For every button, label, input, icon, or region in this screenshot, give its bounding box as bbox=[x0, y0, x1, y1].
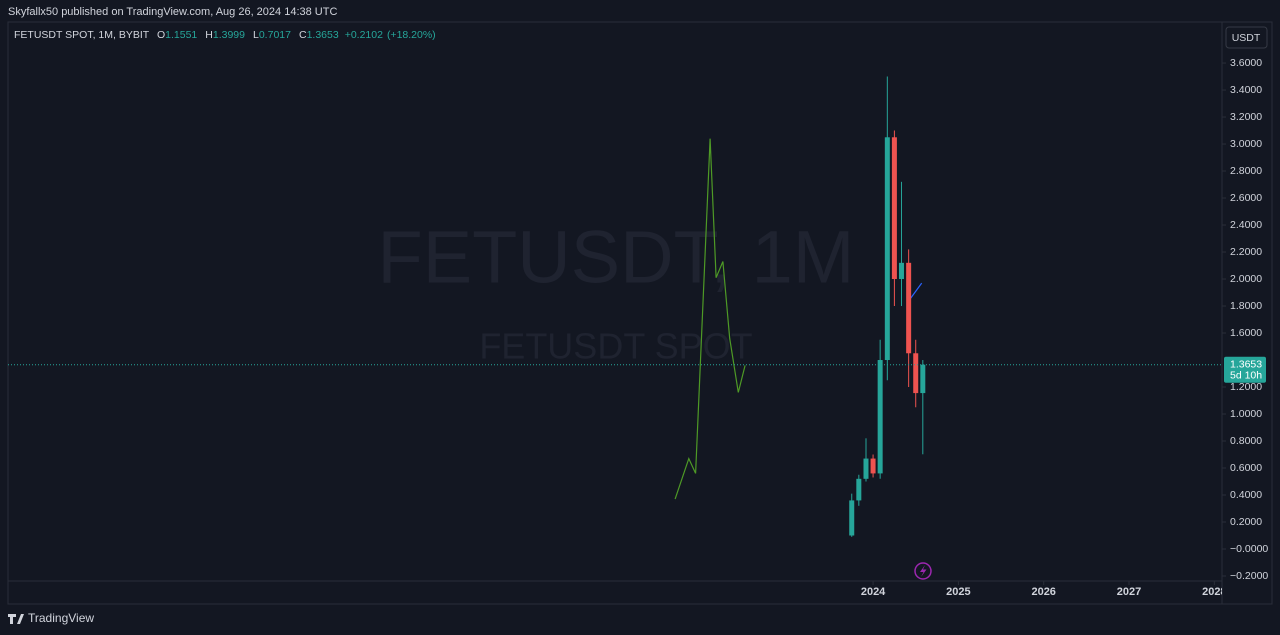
y-tick-label: 3.6000 bbox=[1230, 57, 1262, 69]
last-price-tag bbox=[1224, 356, 1266, 383]
y-tick-label: 0.6000 bbox=[1230, 462, 1262, 474]
x-tick-label: 2025 bbox=[946, 586, 970, 598]
y-tick-label: 1.8000 bbox=[1230, 300, 1262, 312]
overlay-line bbox=[674, 138, 746, 500]
legend-key: O bbox=[157, 29, 165, 41]
logo-mark bbox=[8, 614, 24, 624]
brand-logo bbox=[8, 614, 24, 624]
legend-key: H bbox=[205, 29, 213, 41]
chart-frame bbox=[7, 21, 1273, 605]
legend-value: 1.1551 bbox=[165, 29, 197, 41]
candle-body bbox=[891, 137, 897, 280]
candle-body bbox=[863, 458, 869, 479]
publish-info: Skyfallx50 published on TradingView.com,… bbox=[8, 6, 337, 18]
candle-body bbox=[906, 262, 912, 354]
y-tick-label: 2.6000 bbox=[1230, 192, 1262, 204]
event-icon[interactable] bbox=[914, 562, 932, 580]
y-tick-label: 0.2000 bbox=[1230, 516, 1262, 528]
legend: FETUSDT SPOT, 1M, BYBIT O1.1551 H1.3999 L0.… bbox=[14, 29, 436, 41]
legend-value: 0.7017 bbox=[259, 29, 291, 41]
currency-button[interactable] bbox=[1225, 26, 1268, 49]
countdown: 5d 10h bbox=[1230, 369, 1262, 381]
candle-body bbox=[849, 500, 855, 536]
y-tick-label: 0.8000 bbox=[1230, 435, 1262, 447]
y-tick-label: −0.0000 bbox=[1230, 543, 1268, 555]
y-tick-label: 3.4000 bbox=[1230, 84, 1262, 96]
legend-key: C bbox=[299, 29, 307, 41]
x-tick-label: 2026 bbox=[1031, 586, 1055, 598]
legend-symbol: FETUSDT SPOT, 1M, BYBIT bbox=[14, 29, 150, 41]
candle-body bbox=[898, 262, 904, 280]
y-tick-label: 1.0000 bbox=[1230, 408, 1262, 420]
x-tick-label: 2024 bbox=[861, 586, 886, 598]
y-tick-label: 2.4000 bbox=[1230, 219, 1262, 231]
brand: TradingView bbox=[28, 611, 94, 625]
last-price: 1.3653 bbox=[1230, 358, 1262, 370]
y-tick-label: 3.2000 bbox=[1230, 111, 1262, 123]
time-axis: 2024 2025 2026 2027 2028 bbox=[861, 581, 1226, 598]
candle-body bbox=[870, 458, 876, 474]
legend-value: 1.3653 bbox=[307, 29, 339, 41]
plot bbox=[8, 76, 1222, 537]
legend-change-pct: (+18.20%) bbox=[387, 29, 436, 41]
legend-value: 1.3999 bbox=[213, 29, 245, 41]
candle-body bbox=[856, 478, 862, 501]
y-tick-label: 2.8000 bbox=[1230, 165, 1262, 177]
y-tick-label: 2.0000 bbox=[1230, 273, 1262, 285]
y-tick-label: 1.2000 bbox=[1230, 381, 1262, 393]
legend-change: +0.2102 bbox=[345, 29, 383, 41]
event-bolt bbox=[920, 565, 927, 577]
x-tick-label: 2028 bbox=[1202, 586, 1226, 598]
y-tick-label: 0.4000 bbox=[1230, 489, 1262, 501]
candle-body bbox=[877, 360, 883, 474]
y-tick-label: −0.2000 bbox=[1230, 570, 1268, 582]
candle-body bbox=[920, 364, 926, 394]
candle-body bbox=[913, 353, 919, 394]
watermark-sub: FETUSDT SPOT bbox=[479, 326, 752, 367]
y-tick-label: 3.0000 bbox=[1230, 138, 1262, 150]
price-axis: 3.6000 3.4000 3.2000 3.0000 2.8000 2.6000 2.40… bbox=[1222, 57, 1268, 582]
y-tick-label: 1.6000 bbox=[1230, 327, 1262, 339]
watermark: FETUSDT, 1M bbox=[378, 216, 855, 299]
legend-key: L bbox=[253, 29, 259, 41]
candle-body bbox=[884, 137, 890, 361]
currency: USDT bbox=[1232, 32, 1261, 44]
y-tick-label: 2.2000 bbox=[1230, 246, 1262, 258]
x-tick-label: 2027 bbox=[1117, 586, 1141, 598]
